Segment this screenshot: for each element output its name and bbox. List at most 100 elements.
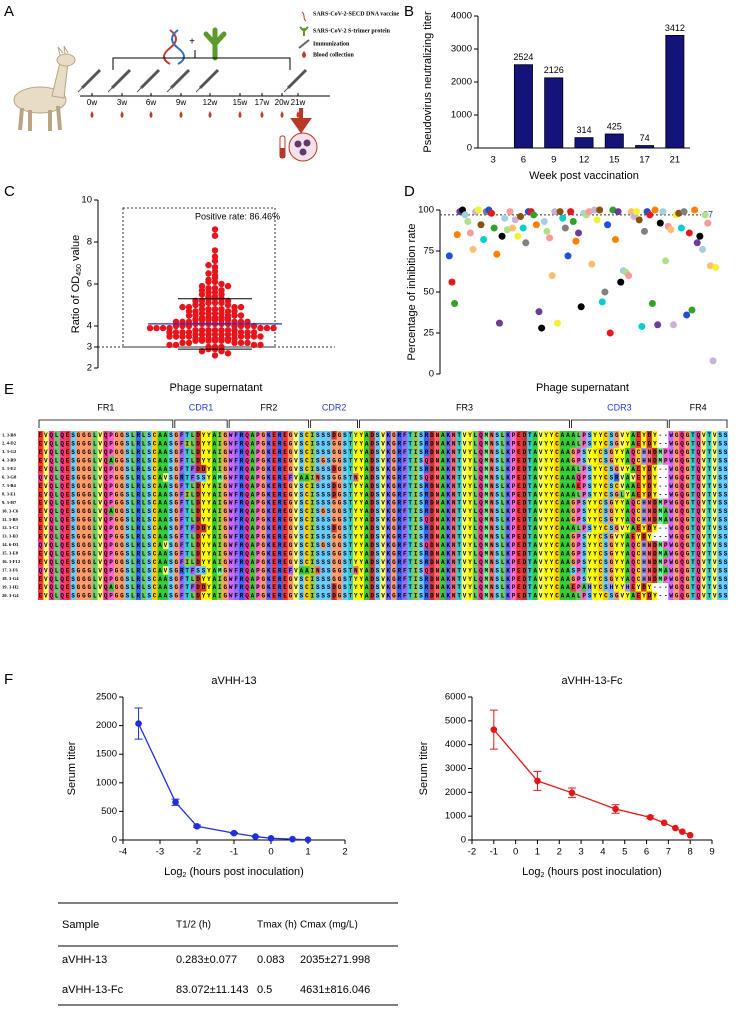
- chart-title: aVHH-13-Fc: [561, 675, 623, 687]
- point: [688, 307, 695, 314]
- point: [578, 303, 585, 310]
- sequence-name: 11. 3-B9: [2, 517, 19, 522]
- syringe-needle: [167, 88, 171, 92]
- point: [641, 228, 648, 235]
- y-axis-label-part: value: [70, 235, 82, 264]
- sequence-name: 1. 3-B8: [2, 432, 16, 437]
- region-label: CDR3: [607, 402, 632, 412]
- y-tick-label: 50: [423, 287, 434, 298]
- point: [562, 225, 569, 232]
- table-cell: aVHH-13: [62, 954, 107, 966]
- region-bracket: [175, 420, 227, 428]
- point: [520, 225, 527, 232]
- region-label: FR2: [260, 402, 277, 412]
- panel-label: E: [4, 381, 14, 398]
- blood-drop: [180, 111, 183, 118]
- point: [147, 325, 153, 331]
- point: [522, 239, 529, 246]
- y-axis-label-part: 450: [76, 264, 83, 276]
- sequence-name: 5. 3-E2: [2, 466, 16, 471]
- table-cell: 4631±816.046: [300, 984, 370, 996]
- x-tick-label: 6: [644, 847, 649, 858]
- sequence-name: 9. 3-H7: [2, 500, 17, 505]
- point: [205, 262, 211, 268]
- x-axis-label-part: (hours post inoculation): [186, 866, 303, 878]
- y-tick-label: 2: [87, 363, 92, 374]
- bracket: [113, 50, 290, 70]
- y-tick-label: 500: [101, 806, 117, 817]
- bar: [575, 138, 593, 148]
- syringe: [288, 70, 306, 88]
- point: [615, 208, 622, 215]
- legend-icon: [299, 40, 309, 48]
- point: [517, 213, 524, 220]
- point: [681, 208, 688, 215]
- week-label: 0w: [87, 98, 97, 107]
- x-tick-label: -3: [156, 847, 164, 858]
- line: [139, 724, 308, 840]
- x-tick-label: -4: [119, 847, 127, 858]
- y-tick-label: 4000: [445, 739, 466, 750]
- point: [470, 246, 477, 253]
- region-bracket: [360, 420, 570, 428]
- x-tick-label: 7: [666, 847, 671, 858]
- panel-label: D: [404, 183, 415, 200]
- sequence-name: 7. 3-B4: [2, 483, 16, 488]
- legend-icon: [302, 51, 306, 58]
- blood-drop: [261, 111, 264, 118]
- point: [649, 300, 656, 307]
- x-tick-label: 5: [622, 847, 627, 858]
- y-axis-label-part: Ratio of OD: [70, 276, 82, 334]
- point: [212, 352, 218, 358]
- value-label: 2524: [513, 52, 533, 62]
- legend-icon: [300, 27, 308, 36]
- y-axis-label: Pseudovirus neutralizing titer: [422, 11, 434, 153]
- point: [679, 828, 686, 835]
- region-label: FR1: [97, 402, 114, 412]
- x-tick-label: 6: [521, 155, 526, 166]
- table-header: Cmax (mg/L): [300, 920, 358, 931]
- cell: [295, 141, 302, 148]
- point: [588, 261, 595, 268]
- point: [704, 220, 711, 227]
- y-tick-label: 3: [87, 342, 92, 353]
- point: [238, 312, 244, 318]
- point: [199, 338, 205, 344]
- point: [491, 726, 498, 733]
- point: [166, 342, 172, 348]
- legend-text: SARS-CoV-2-SECD DNA vaccine: [313, 11, 400, 17]
- point: [567, 208, 574, 215]
- x-axis-label-part: Log: [522, 866, 540, 878]
- point: [480, 236, 487, 243]
- x-tick-label: 1: [305, 847, 310, 858]
- point: [543, 228, 550, 235]
- point: [670, 321, 677, 328]
- point: [231, 830, 238, 837]
- table-cell: 83.072±11.143: [176, 984, 249, 996]
- value-label: 74: [640, 133, 650, 143]
- region-bracket: [571, 420, 667, 428]
- point: [166, 333, 172, 339]
- point: [559, 215, 566, 222]
- point: [257, 325, 263, 331]
- x-tick-label: 9: [709, 847, 714, 858]
- x-tick-label: -1: [490, 847, 498, 858]
- y-tick-label: 1000: [451, 110, 472, 121]
- y-tick-label: 25: [423, 328, 434, 339]
- table-cell: aVHH-13-Fc: [62, 984, 124, 996]
- point: [654, 321, 661, 328]
- point: [569, 790, 576, 797]
- week-label: 9w: [176, 98, 186, 107]
- point: [186, 333, 192, 339]
- x-axis-label: Log2 (hours post inoculation): [164, 866, 304, 879]
- point: [179, 340, 185, 346]
- point: [179, 304, 185, 310]
- point: [696, 233, 703, 240]
- syringe-needle: [108, 88, 112, 92]
- sequence-name: 8. 3-E1: [2, 491, 16, 496]
- panel-label: C: [4, 183, 15, 200]
- blood-drop: [150, 111, 153, 118]
- point: [686, 229, 693, 236]
- x-axis-label-part: (hours post inoculation): [544, 866, 661, 878]
- chart-title: aVHH-13: [211, 675, 256, 687]
